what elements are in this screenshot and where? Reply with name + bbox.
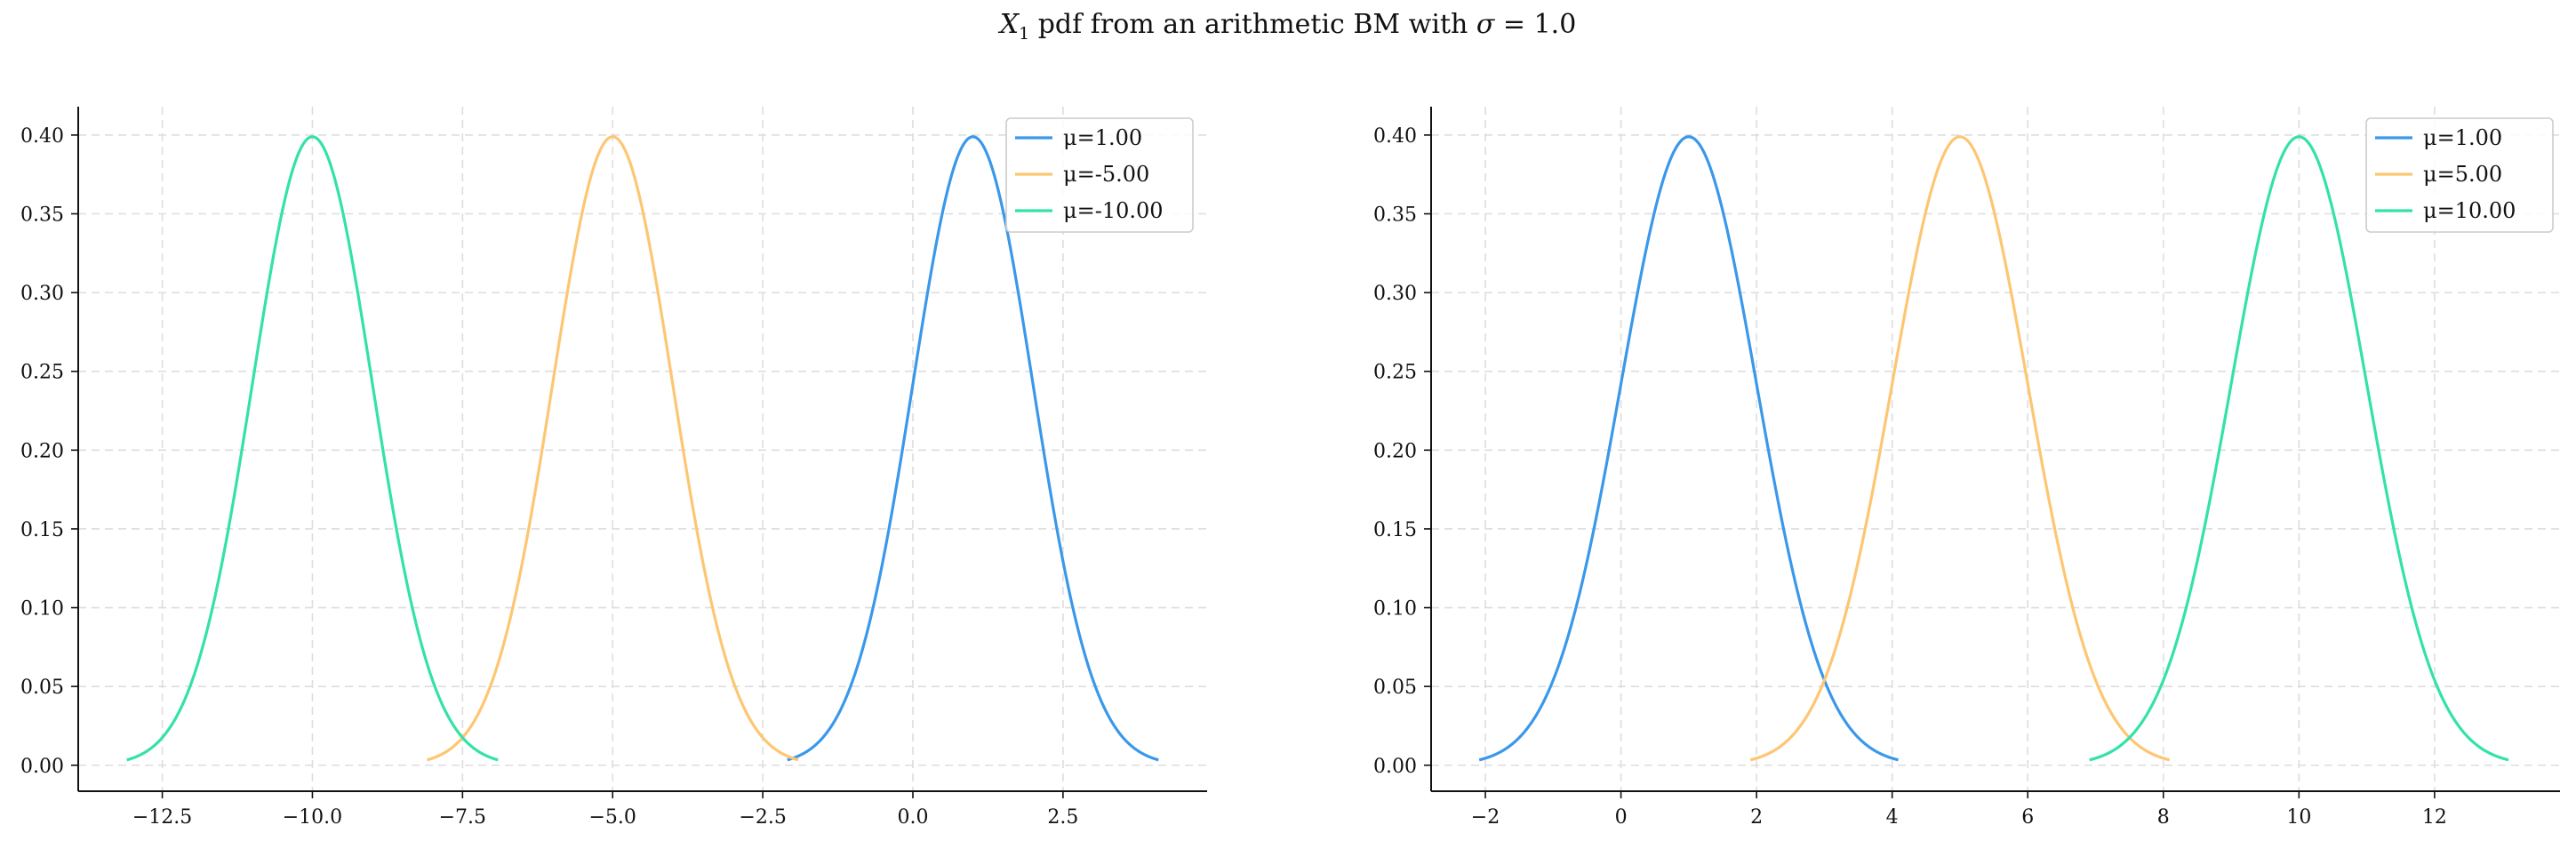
panel-2: −2 0 2 4 6 8 10 12 0.00 0.05 0.10 0.15 0.20 0.25 0.30 0…: [1373, 107, 2560, 829]
x-tick-label: 4: [1886, 806, 1899, 829]
title-variable: X: [999, 9, 1020, 40]
x-tick-label: 10: [2286, 806, 2311, 829]
legend-box: [1005, 117, 1194, 233]
y-tick-label: 0.40: [1373, 125, 1417, 148]
y-tick-label: 0.05: [20, 677, 64, 699]
series-line-1: [1478, 135, 1899, 762]
title-text: pdf from an arithmetic BM with: [1029, 9, 1476, 40]
x-tick-label: 12: [2422, 806, 2447, 829]
y-tick-label: 0.30: [20, 283, 64, 305]
series-line-1: [787, 135, 1159, 762]
x-tick-label: −5.0: [589, 806, 636, 829]
x-tick-label: −2: [1471, 806, 1500, 829]
y-tick-label: 0.10: [1373, 598, 1417, 621]
legend: μ=1.00 μ=5.00 μ=10.00: [2365, 117, 2554, 233]
y-tick-label: 0.15: [1373, 519, 1417, 541]
series-line-3: [126, 135, 499, 762]
y-tick-label: 0.00: [20, 756, 64, 778]
x-tick-label: 8: [2157, 806, 2170, 829]
series-line-2: [1749, 135, 2171, 762]
title-sigma: σ: [1476, 9, 1495, 40]
y-tick-label: 0.25: [20, 362, 64, 384]
panel-1: −12.5 −10.0 −7.5 −5.0 −2.5 0.0 2.5 0.00 0.05 0.10…: [20, 107, 1207, 829]
title-subscript: 1: [1019, 24, 1030, 44]
x-tick-label: −2.5: [739, 806, 786, 829]
title-sigma-value: = 1.0: [1494, 9, 1577, 40]
series-line-2: [427, 135, 799, 762]
figure-title: X1 pdf from an arithmetic BM with σ = 1.…: [0, 9, 2576, 44]
x-tick-label: 2: [1750, 806, 1763, 829]
legend-box: [2365, 117, 2554, 233]
y-tick-label: 0.30: [1373, 283, 1417, 305]
legend-label: μ=-10.00: [1063, 198, 1164, 223]
legend-label: μ=10.00: [2423, 198, 2516, 223]
legend-label: μ=1.00: [2423, 125, 2502, 150]
legend-label: μ=1.00: [1063, 125, 1142, 150]
y-tick-label: 0.00: [1373, 756, 1417, 778]
legend-label: μ=-5.00: [1063, 162, 1149, 187]
x-tick-label: 6: [2021, 806, 2034, 829]
x-tick-label: −10.0: [283, 806, 342, 829]
y-tick-label: 0.35: [1373, 204, 1417, 227]
x-tick-label: 0.0: [897, 806, 928, 829]
x-tick-label: −7.5: [439, 806, 486, 829]
y-tick-label: 0.05: [1373, 677, 1417, 699]
series-line-3: [2089, 135, 2509, 762]
y-tick-label: 0.15: [20, 519, 64, 541]
x-tick-label: −12.5: [132, 806, 192, 829]
y-tick-label: 0.20: [20, 440, 64, 462]
x-tick-label: 2.5: [1047, 806, 1078, 829]
x-tick-label: 0: [1615, 806, 1628, 829]
legend-label: μ=5.00: [2423, 162, 2502, 187]
y-tick-label: 0.35: [20, 204, 64, 227]
legend: μ=1.00 μ=-5.00 μ=-10.00: [1005, 117, 1194, 233]
y-tick-label: 0.40: [20, 125, 64, 148]
y-tick-label: 0.10: [20, 598, 64, 621]
y-tick-label: 0.20: [1373, 440, 1417, 462]
y-tick-label: 0.25: [1373, 362, 1417, 384]
